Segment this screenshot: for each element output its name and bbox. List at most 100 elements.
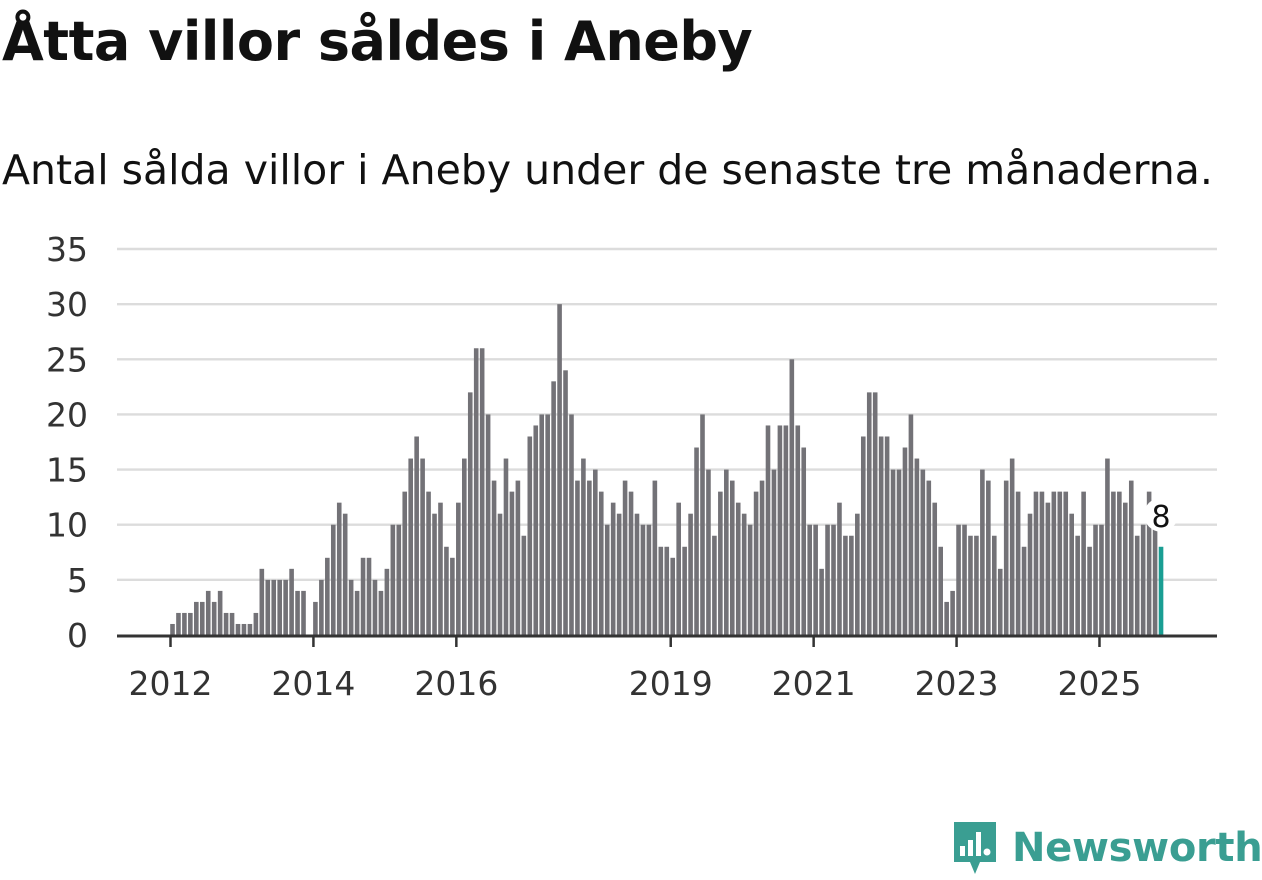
bar <box>819 568 824 635</box>
bar <box>384 568 390 635</box>
bar <box>807 524 812 635</box>
gridlines <box>117 247 1217 582</box>
bar <box>1015 491 1021 635</box>
bar <box>521 535 527 635</box>
bar <box>837 502 842 635</box>
bar <box>622 480 628 635</box>
bar <box>759 480 765 635</box>
bar <box>473 348 479 635</box>
bar <box>860 436 866 635</box>
bar <box>980 469 985 635</box>
bar <box>396 524 402 635</box>
bar <box>616 513 622 635</box>
x-tick-label: 2014 <box>271 664 355 703</box>
bar <box>997 568 1003 635</box>
bar <box>914 458 920 635</box>
chart-title: Åtta villor såldes i Aneby <box>2 10 753 73</box>
bar <box>271 579 277 635</box>
y-tick-label: 10 <box>46 506 88 545</box>
bar <box>438 502 443 635</box>
bar <box>831 524 836 635</box>
bar <box>1099 524 1104 635</box>
data-label-background <box>1144 497 1179 532</box>
bar <box>1105 458 1110 635</box>
bar <box>420 458 425 635</box>
bar <box>432 513 437 635</box>
bar <box>801 447 807 635</box>
bar <box>277 579 282 635</box>
bar <box>932 502 938 635</box>
bar <box>259 568 265 635</box>
bar <box>1003 480 1009 635</box>
x-tick-label: 2012 <box>129 664 213 703</box>
bar <box>217 590 223 635</box>
bar <box>301 590 306 635</box>
bar <box>1152 524 1158 635</box>
bar <box>1093 524 1098 635</box>
bar <box>289 568 294 635</box>
bar <box>426 491 431 635</box>
bar <box>884 436 890 635</box>
bar <box>360 557 366 635</box>
y-tick-label: 35 <box>46 230 88 269</box>
bar <box>485 414 491 635</box>
bar <box>825 524 830 635</box>
bar <box>765 425 771 635</box>
bar <box>896 469 902 635</box>
bar <box>462 458 467 635</box>
bar <box>962 524 967 635</box>
bar <box>700 414 705 635</box>
bar <box>1039 491 1045 635</box>
bar <box>902 447 908 635</box>
bar <box>593 469 598 635</box>
bar <box>402 491 408 635</box>
bar <box>563 370 568 635</box>
bar <box>581 458 586 635</box>
bar <box>968 535 973 635</box>
bar <box>569 414 574 635</box>
bar <box>676 502 681 635</box>
y-tick-label: 15 <box>46 451 88 490</box>
bar <box>795 425 801 635</box>
bar <box>1081 491 1086 635</box>
bar <box>188 612 193 635</box>
bar <box>408 458 413 635</box>
bar <box>1075 535 1080 635</box>
y-tick-label: 5 <box>67 561 88 600</box>
bar <box>956 524 961 635</box>
bar <box>646 524 652 635</box>
bar <box>1027 513 1033 635</box>
bar <box>414 436 419 635</box>
bar <box>712 535 717 635</box>
bar <box>247 623 253 635</box>
bar <box>348 579 354 635</box>
bar-highlight <box>1158 546 1164 635</box>
bar <box>658 546 664 635</box>
bar <box>1051 491 1057 635</box>
bar <box>1146 491 1152 635</box>
bar <box>199 601 205 635</box>
bar <box>176 612 181 635</box>
bar <box>1009 458 1015 635</box>
bar <box>170 623 175 635</box>
bar <box>229 612 235 635</box>
bars <box>170 304 1164 635</box>
bar <box>313 601 318 635</box>
bar <box>718 491 723 635</box>
x-tick-label: 2016 <box>414 664 498 703</box>
bar <box>974 535 979 635</box>
bar <box>640 524 646 635</box>
bar <box>253 612 259 635</box>
bar <box>241 623 247 635</box>
x-axis-ticks: 2012 2014 2016 2019 2021 2023 2025 <box>129 637 1141 703</box>
bar <box>920 469 926 635</box>
newsworthy-brand[interactable]: Newsworthy <box>950 816 1262 880</box>
bar <box>771 469 777 635</box>
bar <box>283 579 288 635</box>
bar <box>682 546 687 635</box>
bar <box>724 469 729 635</box>
bar <box>872 392 878 635</box>
bar <box>741 513 747 635</box>
bar <box>1123 502 1128 635</box>
